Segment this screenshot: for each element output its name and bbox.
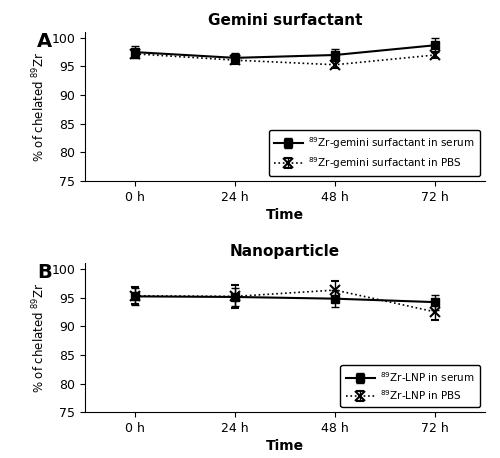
Y-axis label: % of chelated $^{89}$Zr: % of chelated $^{89}$Zr [30,51,47,162]
Legend: $^{89}$Zr-gemini surfactant in serum, $^{89}$Zr-gemini surfactant in PBS: $^{89}$Zr-gemini surfactant in serum, $^… [268,130,480,176]
Text: B: B [37,263,52,282]
Y-axis label: % of chelated $^{89}$Zr: % of chelated $^{89}$Zr [30,283,47,393]
Title: Nanoparticle: Nanoparticle [230,244,340,259]
Legend: $^{89}$Zr-LNP in serum, $^{89}$Zr-LNP in PBS: $^{89}$Zr-LNP in serum, $^{89}$Zr-LNP in… [340,365,480,407]
Text: A: A [37,32,52,51]
X-axis label: Time: Time [266,439,304,453]
X-axis label: Time: Time [266,208,304,222]
Title: Gemini surfactant: Gemini surfactant [208,13,362,28]
